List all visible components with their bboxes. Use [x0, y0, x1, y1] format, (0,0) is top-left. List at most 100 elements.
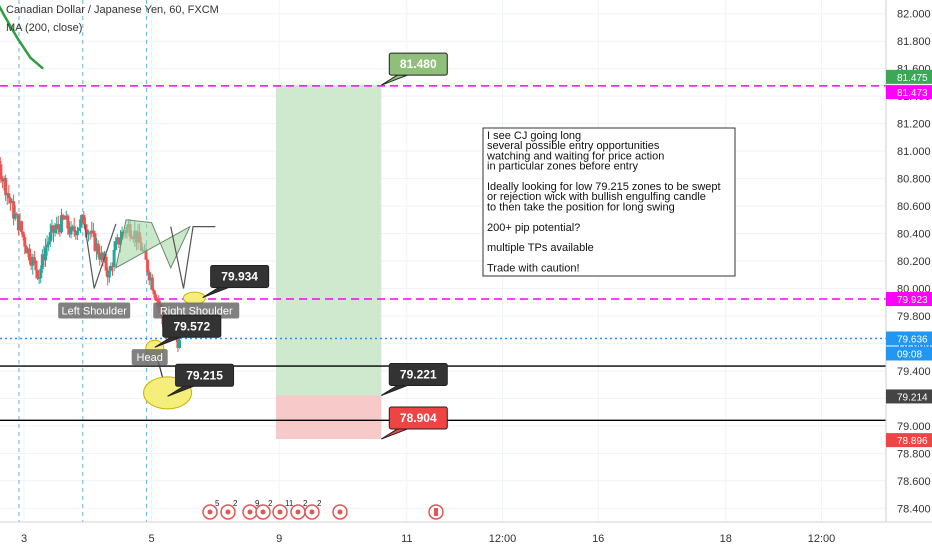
- price-tick: 78.400: [897, 503, 931, 515]
- candle-body: [37, 277, 41, 279]
- candle-body: [20, 221, 24, 232]
- event-count: 11: [285, 499, 294, 508]
- time-axis[interactable]: 3 5 9 11 12:00 16 18 12:00: [0, 521, 932, 550]
- candle-body: [64, 215, 68, 220]
- price-tag: 79.214: [897, 392, 928, 403]
- callout-label: 79.934: [221, 270, 258, 284]
- candle-body: [96, 243, 100, 255]
- candle-body: [24, 246, 28, 254]
- candle-body: [44, 247, 48, 261]
- note-line: in particular zones before entry: [487, 161, 639, 173]
- candle-body: [93, 233, 97, 251]
- chart-header: Canadian Dollar / Japanese Yen, 60, FXCM…: [6, 4, 219, 34]
- candle-body: [61, 215, 65, 219]
- left-shoulder-outline: [84, 223, 117, 289]
- callout-box: [175, 363, 235, 387]
- candle-body: [91, 230, 95, 234]
- price-tick: 79.800: [897, 311, 931, 323]
- time-tick: 3: [21, 533, 27, 545]
- price-tick: 80.600: [897, 201, 931, 213]
- price-tick: 80.400: [897, 229, 931, 241]
- candle-body: [31, 257, 35, 266]
- price-tick: 81.200: [897, 119, 931, 131]
- indicator-label: MA (200, close): [6, 22, 82, 34]
- right-shoulder-ellipse: [182, 291, 206, 305]
- price-tick: 79.400: [897, 366, 931, 378]
- callout-label: 78.904: [400, 411, 437, 425]
- price-axis[interactable]: 82.00081.80081.60081.40081.20081.00080.8…: [885, 0, 932, 550]
- event-marker-dot: [207, 509, 213, 515]
- candle-body: [98, 254, 102, 260]
- price-tag: 78.896: [897, 436, 928, 447]
- candle-body: [42, 254, 46, 261]
- pattern-label: Head: [137, 352, 163, 364]
- candle-body: [152, 290, 156, 295]
- candle-body: [58, 227, 62, 233]
- candle-body: [13, 213, 17, 219]
- candle-body: [117, 237, 121, 245]
- candle-body: [75, 230, 79, 236]
- note-line: I see CJ going long: [487, 130, 581, 142]
- callout-box: [162, 314, 222, 338]
- event-marker-dot: [295, 509, 301, 515]
- callout-pointer: [381, 428, 408, 440]
- candle-body: [99, 252, 103, 260]
- note-line: Ideally looking for low 79.215 zones to …: [487, 181, 721, 193]
- note-line: to then take the position for long swing: [487, 201, 675, 213]
- price-tag: 81.473: [897, 88, 928, 99]
- candle-body: [26, 248, 30, 254]
- candle-body: [149, 277, 153, 281]
- candle-body: [120, 231, 124, 240]
- candle-body: [47, 241, 51, 245]
- event-marker-dot: [277, 509, 283, 515]
- candle-body: [7, 193, 11, 199]
- callout-box: [388, 362, 448, 386]
- note-line: Trade with caution!: [487, 263, 580, 275]
- price-tag-bg: [886, 346, 932, 361]
- candle-body: [32, 257, 36, 261]
- price-tick: 80.800: [897, 174, 931, 186]
- candle-body: [176, 336, 180, 348]
- grid: [0, 0, 886, 522]
- candle-body: [82, 214, 86, 225]
- callout-label: 81.480: [400, 57, 437, 71]
- candle-body: [53, 229, 57, 233]
- candle-body: [69, 226, 73, 235]
- callout-box: [388, 406, 448, 430]
- event-marker-dot: [309, 509, 315, 515]
- candle-body: [104, 256, 108, 271]
- candle-body: [39, 268, 43, 278]
- time-tick: 9: [276, 533, 282, 545]
- candle-body: [16, 214, 20, 231]
- candle-body: [18, 221, 22, 231]
- price-tag: 09:08: [897, 349, 922, 360]
- event-count: 2: [233, 499, 238, 508]
- candle-body: [106, 270, 110, 278]
- price-tag: 79.923: [897, 295, 928, 306]
- candle-body: [146, 259, 150, 273]
- candle-body: [63, 218, 67, 220]
- candle-body: [147, 272, 151, 281]
- candle-body: [157, 300, 161, 305]
- event-marker-dot: [260, 509, 266, 515]
- price-tag-bg: [886, 389, 932, 404]
- candle-body: [15, 213, 19, 215]
- event-count: 5: [215, 499, 220, 508]
- callout-label: 79.215: [186, 368, 223, 382]
- event-marker-dot: [247, 509, 253, 515]
- candle-body: [36, 270, 40, 279]
- price-tag-bg: [886, 292, 932, 307]
- economic-events[interactable]: 5 2 9 2 11 2 2: [202, 499, 444, 520]
- candle-body: [72, 226, 76, 232]
- callout-pointer: [381, 74, 408, 86]
- candle-body: [28, 248, 32, 261]
- time-tick: 5: [149, 533, 155, 545]
- price-tag-bg: [886, 433, 932, 448]
- pattern-label: Right Shoulder: [160, 305, 233, 317]
- time-axis-bg: [0, 522, 932, 550]
- candle-body: [101, 252, 105, 260]
- price-tick: 81.800: [897, 36, 931, 48]
- note-line: multiple TPs available: [487, 242, 594, 254]
